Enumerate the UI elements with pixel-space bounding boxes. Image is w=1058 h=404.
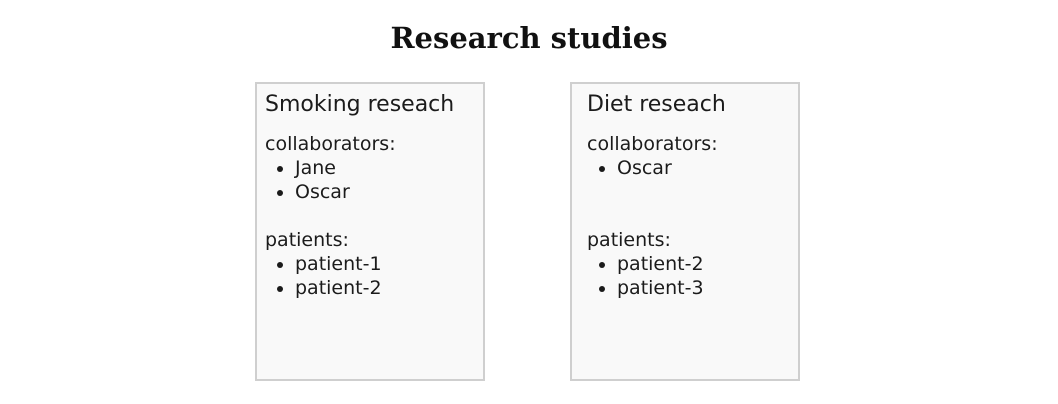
bullet-icon [599, 286, 605, 292]
study-card-diet: Diet reseach collaborators: Oscar patien… [570, 82, 800, 381]
list-item: Oscar [599, 156, 798, 180]
list-item: Jane [277, 156, 483, 180]
study-title: Smoking reseach [265, 92, 455, 117]
collaborator-name: Jane [295, 157, 336, 179]
list-item: patient-3 [599, 276, 798, 300]
patient-name: patient-3 [617, 277, 704, 299]
patient-name: patient-2 [295, 277, 382, 299]
collaborators-section: collaborators: Jane Oscar [265, 132, 483, 228]
collaborators-label: collaborators: [265, 133, 396, 155]
patients-label: patients: [587, 229, 671, 251]
patients-list: patient-2 patient-3 [587, 252, 798, 300]
collaborator-name: Oscar [295, 181, 350, 203]
patients-section: patients: patient-2 patient-3 [587, 228, 798, 300]
bullet-icon [277, 262, 283, 268]
list-item: patient-2 [277, 276, 483, 300]
bullet-icon [277, 286, 283, 292]
patients-list: patient-1 patient-2 [265, 252, 483, 300]
list-item: Oscar [277, 180, 483, 204]
bullet-icon [277, 166, 283, 172]
list-item: patient-1 [277, 252, 483, 276]
patients-label: patients: [265, 229, 349, 251]
page-title: Research studies [390, 21, 668, 55]
patient-name: patient-2 [617, 253, 704, 275]
bullet-icon [277, 190, 283, 196]
collaborators-label: collaborators: [587, 133, 718, 155]
collaborators-section: collaborators: Oscar [587, 132, 798, 228]
bullet-icon [599, 166, 605, 172]
bullet-icon [599, 262, 605, 268]
collaborators-list: Jane Oscar [265, 156, 483, 204]
study-title: Diet reseach [587, 92, 726, 117]
patient-name: patient-1 [295, 253, 382, 275]
patients-section: patients: patient-1 patient-2 [265, 228, 483, 300]
collaborators-list: Oscar [587, 156, 798, 180]
collaborator-name: Oscar [617, 157, 672, 179]
study-card-smoking: Smoking reseach collaborators: Jane Osca… [255, 82, 485, 381]
list-item: patient-2 [599, 252, 798, 276]
